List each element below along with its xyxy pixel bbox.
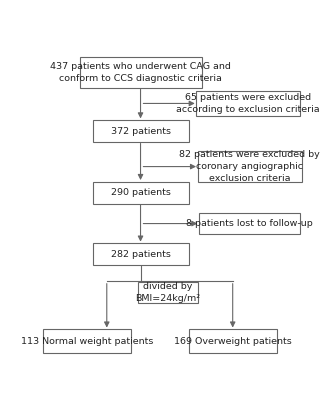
Text: 8 patients lost to follow-up: 8 patients lost to follow-up	[186, 219, 313, 228]
Text: 372 patients: 372 patients	[111, 127, 171, 136]
FancyBboxPatch shape	[138, 282, 198, 303]
FancyBboxPatch shape	[79, 57, 202, 88]
Text: 169 Overweight patients: 169 Overweight patients	[174, 337, 291, 346]
FancyBboxPatch shape	[196, 91, 300, 116]
FancyBboxPatch shape	[199, 213, 300, 234]
Text: 65 patients were excluded
according to exclusion criteria: 65 patients were excluded according to e…	[177, 93, 320, 114]
FancyBboxPatch shape	[92, 243, 189, 266]
FancyBboxPatch shape	[198, 151, 302, 182]
FancyBboxPatch shape	[43, 329, 131, 353]
Text: 82 patients were excluded by
coronary angiographic
exclusion criteria: 82 patients were excluded by coronary an…	[179, 150, 320, 183]
Text: 290 patients: 290 patients	[111, 188, 171, 197]
FancyBboxPatch shape	[92, 120, 189, 142]
Text: divided by
BMI=24kg/m²: divided by BMI=24kg/m²	[135, 282, 200, 303]
Text: 113 Normal weight patients: 113 Normal weight patients	[21, 337, 153, 346]
FancyBboxPatch shape	[189, 329, 277, 353]
Text: 437 patients who underwent CAG and
conform to CCS diagnostic criteria: 437 patients who underwent CAG and confo…	[50, 62, 231, 83]
Text: 282 patients: 282 patients	[111, 250, 171, 259]
FancyBboxPatch shape	[92, 182, 189, 204]
